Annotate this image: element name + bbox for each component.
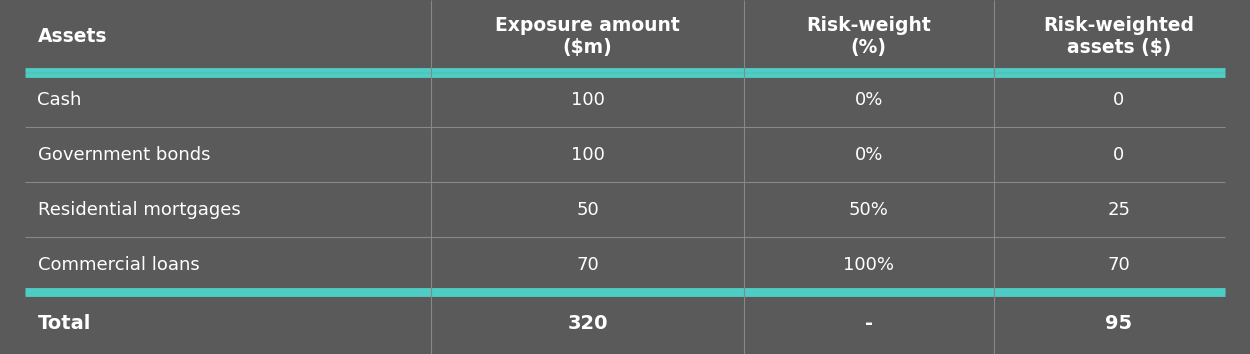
- Text: 50: 50: [576, 201, 599, 219]
- Text: 25: 25: [1108, 201, 1130, 219]
- Text: Cash: Cash: [38, 91, 82, 109]
- Text: 0: 0: [1114, 146, 1125, 164]
- Text: 0: 0: [1114, 91, 1125, 109]
- Text: 95: 95: [1105, 314, 1132, 332]
- Text: 100: 100: [570, 146, 605, 164]
- Text: Total: Total: [38, 314, 91, 332]
- Text: 70: 70: [1108, 256, 1130, 274]
- Text: 0%: 0%: [855, 91, 882, 109]
- Text: Assets: Assets: [38, 27, 107, 46]
- Text: 50%: 50%: [849, 201, 889, 219]
- Text: Risk-weighted
assets ($): Risk-weighted assets ($): [1044, 16, 1194, 57]
- Text: Residential mortgages: Residential mortgages: [38, 201, 240, 219]
- Text: Government bonds: Government bonds: [38, 146, 210, 164]
- Text: 100%: 100%: [844, 256, 894, 274]
- Text: 0%: 0%: [855, 146, 882, 164]
- Text: Risk-weight
(%): Risk-weight (%): [806, 16, 931, 57]
- Text: Exposure amount
($m): Exposure amount ($m): [495, 16, 680, 57]
- Text: 100: 100: [570, 91, 605, 109]
- Text: 70: 70: [576, 256, 599, 274]
- Text: Commercial loans: Commercial loans: [38, 256, 199, 274]
- Text: -: -: [865, 314, 872, 332]
- Text: 320: 320: [568, 314, 608, 332]
